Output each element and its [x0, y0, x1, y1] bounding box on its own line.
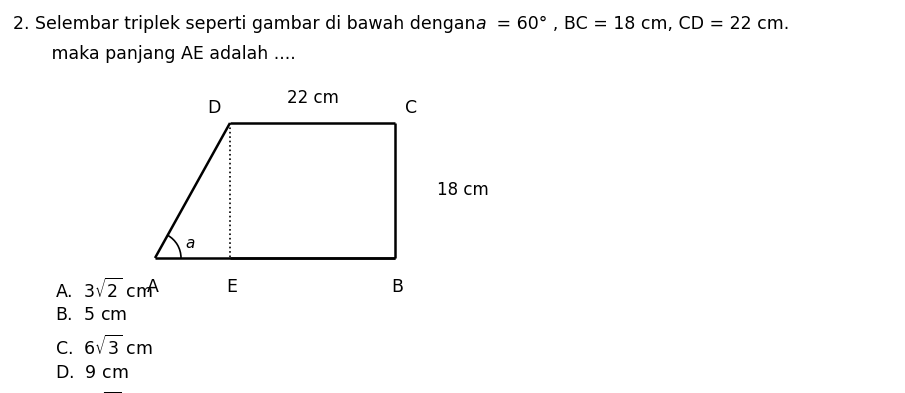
Text: $a$: $a$ [475, 15, 487, 33]
Text: 22 cm: 22 cm [287, 89, 338, 107]
Text: C.  $6\sqrt{3}$ cm: C. $6\sqrt{3}$ cm [55, 335, 153, 359]
Text: 2. Selembar triplek seperti gambar di bawah dengan: 2. Selembar triplek seperti gambar di ba… [13, 15, 487, 33]
Text: A.  $3\sqrt{2}$ cm: A. $3\sqrt{2}$ cm [55, 278, 153, 302]
Text: B.  $5$ cm: B. $5$ cm [55, 307, 127, 325]
Text: maka panjang AE adalah ....: maka panjang AE adalah .... [35, 45, 296, 63]
Text: D.  $9$ cm: D. $9$ cm [55, 364, 129, 382]
Text: 18 cm: 18 cm [437, 182, 489, 200]
Text: $a$: $a$ [185, 235, 195, 250]
Text: D: D [207, 99, 221, 117]
Text: E: E [226, 278, 237, 296]
Text: = 60° , BC = 18 cm, CD = 22 cm.: = 60° , BC = 18 cm, CD = 22 cm. [491, 15, 789, 33]
Text: A: A [147, 278, 159, 296]
Text: B: B [391, 278, 403, 296]
Text: C: C [405, 99, 417, 117]
Text: E.  $9\sqrt{3}$ cm: E. $9\sqrt{3}$ cm [55, 392, 152, 393]
